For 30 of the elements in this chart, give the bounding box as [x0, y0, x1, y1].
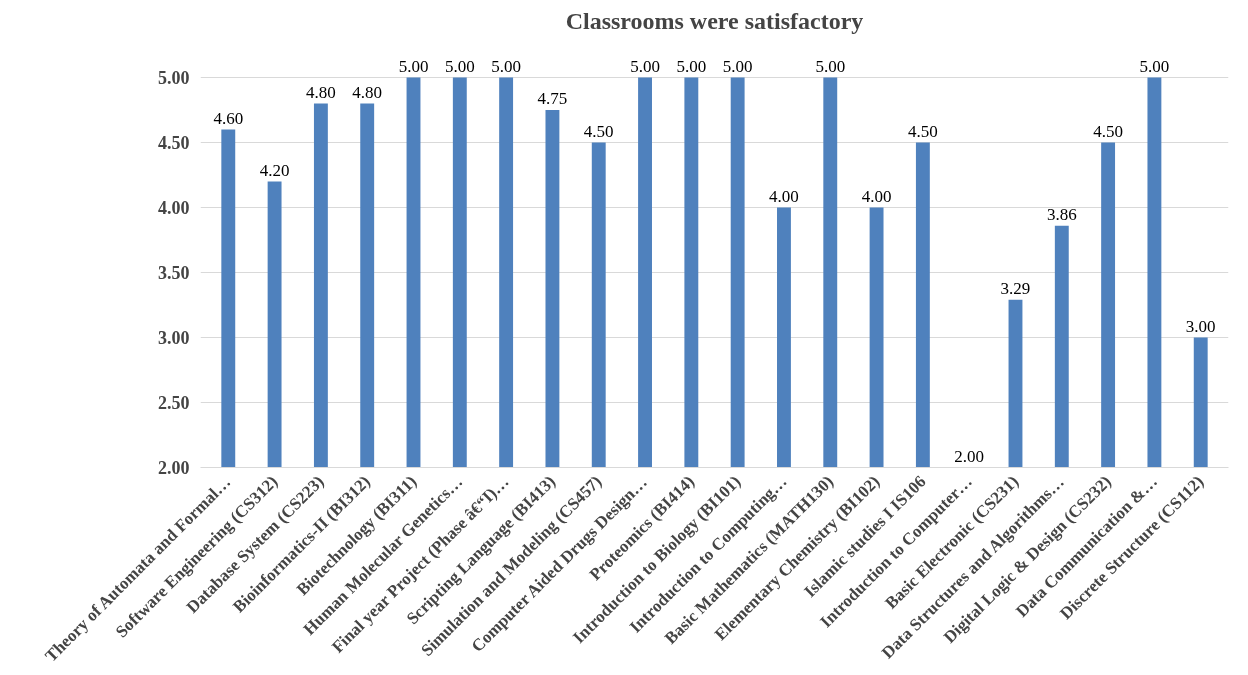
data-label: 5.00 [815, 56, 846, 76]
data-label: 5.00 [722, 56, 753, 76]
y-tick-label: 2.50 [158, 393, 190, 413]
chart-title: Classrooms were satisfactory [565, 7, 864, 34]
data-label: 3.86 [1046, 204, 1077, 224]
data-label: 4.75 [537, 89, 568, 108]
y-tick-label: 4.00 [158, 198, 190, 218]
data-label: 2.00 [954, 446, 985, 466]
data-label: 5.00 [676, 56, 707, 76]
data-label: 5.00 [1139, 56, 1170, 76]
data-label: 4.80 [306, 82, 336, 102]
data-label: 4.50 [1093, 121, 1123, 141]
data-label: 4.20 [259, 160, 290, 180]
data-label: 4.50 [583, 121, 614, 141]
data-label: 4.00 [769, 186, 799, 206]
data-label: 4.60 [213, 108, 244, 128]
data-label: 3.00 [1185, 316, 1216, 336]
y-tick-label: 4.50 [158, 133, 190, 153]
data-label: 5.00 [630, 56, 660, 76]
y-tick-label: 3.50 [158, 263, 190, 283]
data-label: 4.80 [352, 82, 383, 102]
data-label: 4.50 [908, 121, 938, 141]
data-label: 5.00 [444, 56, 475, 76]
data-label: 5.00 [398, 56, 429, 76]
data-label: 4.00 [861, 186, 892, 206]
data-label: 3.29 [1000, 278, 1031, 298]
y-tick-label: 2.00 [158, 458, 190, 478]
y-tick-label: 5.00 [158, 68, 190, 88]
y-tick-label: 3.00 [158, 328, 190, 348]
data-label: 5.00 [491, 56, 521, 76]
